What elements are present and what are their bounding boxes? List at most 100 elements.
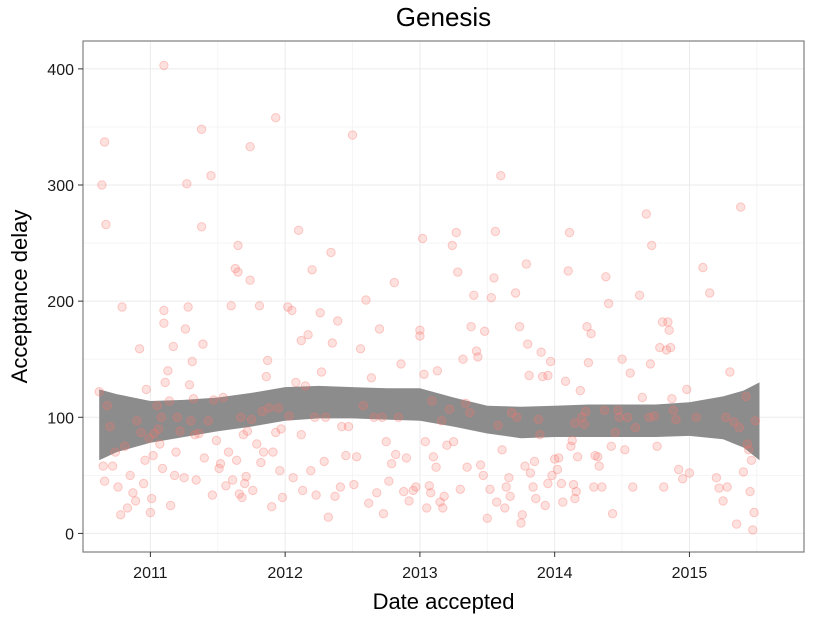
data-point xyxy=(248,485,258,496)
data-point xyxy=(236,412,246,422)
data-point xyxy=(496,171,506,181)
data-point xyxy=(420,437,430,447)
data-point xyxy=(187,356,197,367)
data-point xyxy=(355,344,366,354)
data-point xyxy=(168,341,179,352)
data-point xyxy=(417,233,428,244)
data-point xyxy=(391,449,401,460)
x-axis-title: Date accepted xyxy=(373,589,515,614)
data-point xyxy=(630,423,641,433)
data-point xyxy=(734,423,744,433)
data-point xyxy=(543,370,553,381)
x-tick-label: 2014 xyxy=(537,565,573,582)
data-point xyxy=(475,460,486,470)
data-point xyxy=(556,478,567,489)
data-point xyxy=(649,411,660,421)
data-point xyxy=(411,482,421,492)
data-point xyxy=(138,478,149,489)
data-point xyxy=(451,227,461,238)
data-point xyxy=(257,406,267,417)
grid xyxy=(83,41,804,552)
data-point xyxy=(237,492,247,503)
data-point xyxy=(234,489,245,499)
data-point xyxy=(116,510,126,520)
data-point xyxy=(664,325,674,335)
data-point xyxy=(490,226,501,237)
data-point xyxy=(366,373,377,383)
x-tick-label: 2011 xyxy=(133,565,168,582)
data-point xyxy=(156,412,166,422)
data-point xyxy=(102,401,113,411)
data-point xyxy=(691,412,701,422)
data-point xyxy=(705,288,715,298)
data-point xyxy=(361,295,371,305)
data-point xyxy=(206,171,216,181)
data-point xyxy=(196,222,207,232)
data-point xyxy=(276,424,286,434)
data-point xyxy=(537,371,548,382)
data-point xyxy=(512,412,522,422)
data-point xyxy=(698,262,708,273)
data-point xyxy=(682,384,692,395)
data-point xyxy=(453,267,463,277)
data-point xyxy=(613,405,623,415)
data-point xyxy=(415,325,425,335)
data-point xyxy=(659,482,669,492)
data-point xyxy=(227,475,238,485)
data-point xyxy=(191,475,201,485)
data-point xyxy=(326,247,336,258)
data-point xyxy=(188,394,199,404)
data-point xyxy=(567,435,577,446)
data-point xyxy=(576,412,587,422)
data-point xyxy=(369,412,379,422)
data-point xyxy=(645,359,656,369)
data-point xyxy=(504,473,514,483)
data-point xyxy=(306,466,316,476)
data-point xyxy=(444,404,455,414)
data-point xyxy=(581,406,591,417)
data-point xyxy=(393,412,404,422)
data-point xyxy=(98,461,108,471)
data-point xyxy=(493,420,503,431)
data-point xyxy=(586,329,596,339)
data-point xyxy=(667,394,677,404)
data-point xyxy=(231,455,242,465)
data-point xyxy=(531,493,541,504)
data-point xyxy=(589,482,599,492)
data-point xyxy=(117,302,127,312)
data-point xyxy=(182,179,192,189)
data-point xyxy=(140,455,150,465)
data-point xyxy=(501,482,511,492)
data-point xyxy=(617,354,627,364)
y-tick-label: 200 xyxy=(47,294,74,311)
data-point xyxy=(300,381,311,391)
data-point xyxy=(209,395,219,405)
data-point xyxy=(241,471,251,482)
data-point xyxy=(374,324,385,334)
data-point xyxy=(552,464,563,475)
data-point xyxy=(153,424,164,434)
data-point xyxy=(303,330,313,340)
data-points xyxy=(94,60,761,535)
data-point xyxy=(461,398,471,408)
y-axis: 0 100 200 300 400 xyxy=(47,62,83,543)
data-point xyxy=(594,461,604,471)
data-point xyxy=(389,277,399,288)
data-point xyxy=(347,130,358,140)
data-point xyxy=(233,267,243,277)
data-point xyxy=(384,476,394,486)
data-point xyxy=(641,209,651,219)
data-point xyxy=(179,473,189,483)
data-point xyxy=(233,240,243,251)
data-point xyxy=(485,484,495,494)
data-point xyxy=(183,302,193,312)
data-point xyxy=(714,483,724,493)
data-point xyxy=(558,497,568,507)
data-point xyxy=(275,466,285,476)
data-point xyxy=(455,484,465,494)
x-tick-label: 2012 xyxy=(267,565,303,582)
data-point xyxy=(415,331,425,341)
data-point xyxy=(540,500,550,511)
data-point xyxy=(479,326,490,336)
